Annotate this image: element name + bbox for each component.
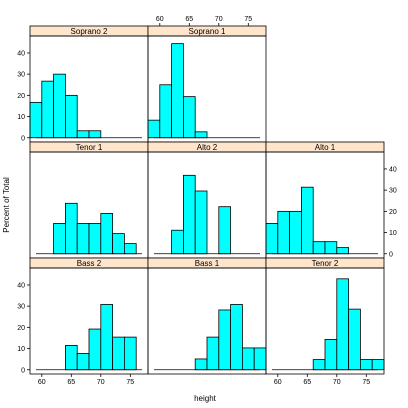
y-tick-label: 40 [389,166,397,173]
x-tick-label: 65 [67,379,75,386]
panel-bass-2: Bass 2 [29,257,149,375]
panel-strip-label: Tenor 2 [312,259,339,268]
histogram-bar [371,359,385,371]
histogram-bar [88,328,102,371]
x-tick-label: 60 [38,379,46,386]
histogram-bar [289,210,302,255]
x-tick-label: 60 [274,379,282,386]
panel-tenor-2: Tenor 2 [265,257,385,375]
x-tick-label: 65 [303,379,311,386]
histogram-bar [112,233,125,255]
panel-strip-label: Bass 2 [77,259,102,268]
axes-layer: 0 10 20 30 40 0 10 20 30 40 0 10 20 30 40 60 65 70 75 60 65 7… [17,16,397,386]
histogram-bar [336,278,349,371]
histogram-bar [206,336,220,371]
panel-strip-label: Bass 1 [195,259,220,268]
panel-bass-1: Bass 1 [147,257,267,375]
histogram-bar [76,353,90,371]
histogram-bar [159,84,173,139]
histogram-bar [29,101,43,139]
panel-soprano-2: Soprano 2 [29,25,149,143]
histogram-bar [76,223,90,255]
histogram-bar [194,131,208,139]
histogram-bar [124,336,137,371]
panel-tenor-1: Tenor 1 [29,141,149,259]
histogram-bar [253,347,267,371]
histogram-bar [348,308,361,371]
histogram-bar [53,223,66,255]
y-tick-label: 20 [17,325,25,332]
y-tick-label: 0 [389,251,393,258]
histogram-bar [65,202,78,255]
y-tick-label: 40 [17,50,25,57]
panel-strip-label: Soprano 1 [189,27,226,36]
histogram-bar [312,241,326,255]
histogram-bar [124,243,137,255]
histogram-bar [88,130,102,139]
histogram-bar [76,130,90,139]
y-tick-label: 40 [17,282,25,289]
panel-strip-label: Alto 2 [197,143,218,152]
y-tick-label: 30 [17,304,25,311]
histogram-bar [324,339,338,371]
histogram-bar [300,186,314,255]
histogram-bar [182,174,196,255]
panel-strip-label: Alto 1 [315,143,336,152]
y-tick-label: 20 [17,93,25,100]
y-tick-label: 30 [389,188,397,195]
histogram-bar [277,210,290,255]
x-tick-label: 65 [185,16,193,23]
x-tick-label: 60 [156,16,164,23]
histogram-bar [41,80,54,139]
y-tick-label: 0 [21,367,25,374]
x-axis-title: height [194,394,217,403]
histogram-bar [194,358,208,371]
histogram-bar [88,223,102,255]
x-tick-label: 70 [215,16,223,23]
histogram-bar [171,229,184,255]
panel-alto-2: Alto 2 [147,141,267,259]
histogram-bar [359,359,373,371]
histogram-bar [65,344,78,371]
histogram-bar [324,241,338,255]
x-tick-label: 75 [244,16,252,23]
histogram-bar [230,304,243,371]
y-tick-label: 10 [17,114,25,121]
histogram-bar [265,223,279,255]
histogram-bar [100,213,114,255]
histogram-bar [182,96,196,139]
x-tick-label: 75 [362,379,370,386]
panel-alto-1: Alto 1 [265,141,385,259]
x-tick-label: 70 [97,379,105,386]
histogram-bar [53,73,66,139]
histogram-bar [241,347,255,371]
y-tick-label: 20 [389,209,397,216]
panel-soprano-1: Soprano 1 [147,25,267,143]
panels-layer: Soprano 2 Soprano 1 Tenor 1 Alto 2 Alto 1 Bas… [29,25,385,375]
panel-strip-label: Soprano 2 [71,27,108,36]
histogram-bar [147,119,161,139]
histogram-bar [171,43,184,139]
y-tick-label: 10 [389,230,397,237]
y-axis-title: Percent of Total [2,177,11,233]
histogram-bar [100,304,114,371]
y-tick-label: 10 [17,346,25,353]
y-tick-label: 30 [17,72,25,79]
histogram-bar [218,309,232,371]
histogram-bar [312,359,326,371]
y-tick-label: 0 [21,135,25,142]
histogram-bar [65,94,78,139]
panel-frame [265,267,385,375]
histogram-bar [194,190,208,255]
x-tick-label: 75 [126,379,134,386]
histogram-bar [336,247,349,255]
histogram-bar [218,206,232,255]
x-tick-label: 70 [333,379,341,386]
panel-strip-label: Tenor 1 [76,143,103,152]
histogram-bar [112,336,125,371]
